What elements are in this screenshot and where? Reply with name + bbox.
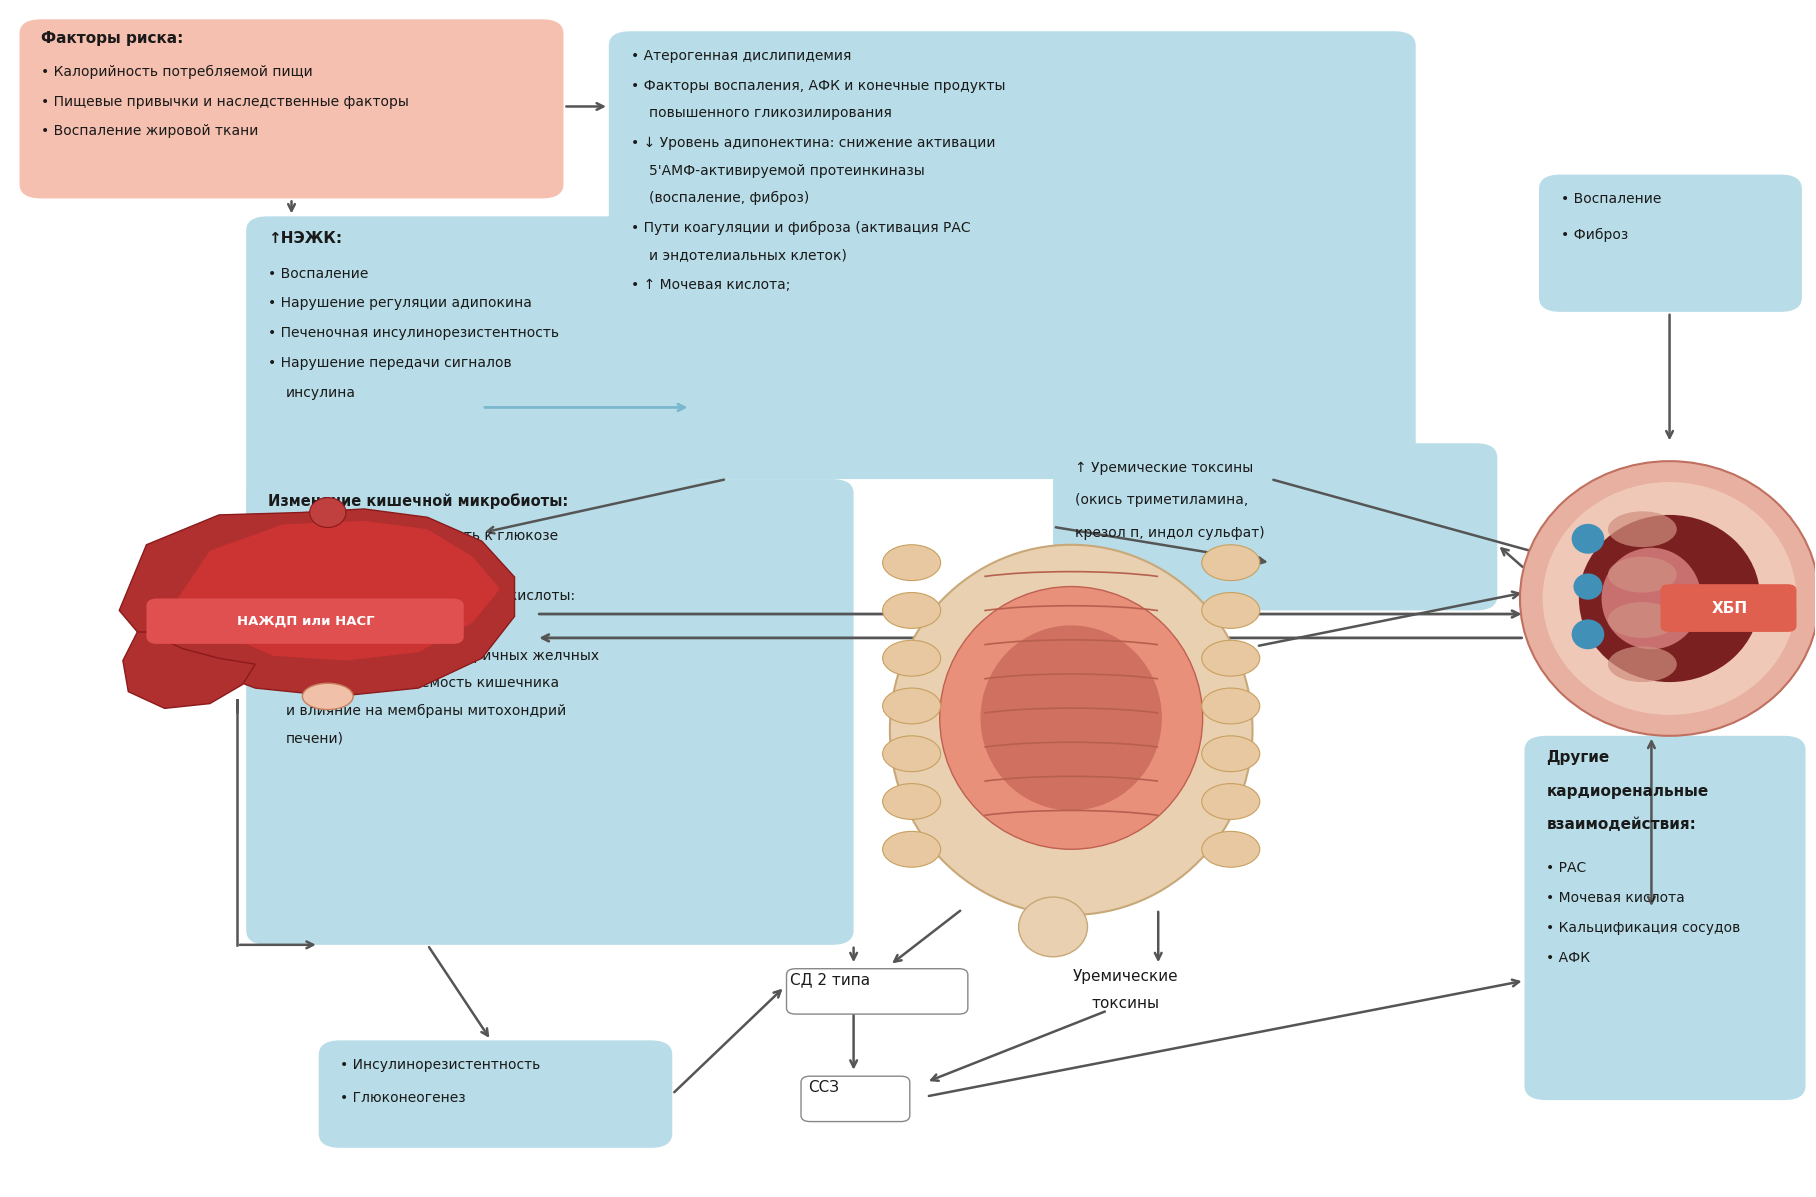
Text: и влияние на мембраны митохондрий: и влияние на мембраны митохондрий — [287, 704, 567, 718]
Ellipse shape — [1520, 461, 1816, 736]
Text: кардиоренальные: кардиоренальные — [1545, 784, 1709, 798]
Ellipse shape — [1202, 640, 1260, 676]
Text: кислот (↑проницаемость кишечника: кислот (↑проницаемость кишечника — [287, 676, 559, 691]
Ellipse shape — [939, 587, 1202, 850]
Ellipse shape — [1202, 736, 1260, 772]
Ellipse shape — [303, 683, 352, 710]
Text: • Мочевая кислота: • Мочевая кислота — [1545, 891, 1685, 905]
FancyBboxPatch shape — [1053, 443, 1498, 610]
Ellipse shape — [311, 498, 345, 528]
Ellipse shape — [1578, 515, 1760, 682]
Text: • ↓ Уровень адипонектина: снижение активации: • ↓ Уровень адипонектина: снижение актив… — [630, 136, 995, 151]
FancyBboxPatch shape — [1524, 736, 1805, 1100]
Ellipse shape — [890, 545, 1253, 915]
Text: инсулина: инсулина — [287, 385, 356, 400]
FancyBboxPatch shape — [318, 1040, 672, 1148]
Text: ↑НЭЖК:: ↑НЭЖК: — [269, 231, 341, 245]
Text: Уремические: Уремические — [1073, 968, 1179, 984]
Text: ССЗ: ССЗ — [808, 1080, 839, 1095]
FancyBboxPatch shape — [247, 479, 854, 944]
Polygon shape — [120, 509, 514, 697]
Ellipse shape — [883, 832, 941, 867]
FancyBboxPatch shape — [20, 19, 563, 199]
Text: • Воспаление: • Воспаление — [269, 267, 369, 280]
Text: • Пищевые привычки и наследственные факторы: • Пищевые привычки и наследственные факт… — [42, 95, 409, 109]
Ellipse shape — [1202, 688, 1260, 724]
Ellipse shape — [1571, 524, 1604, 554]
Text: • Нарушение передачи сигналов: • Нарушение передачи сигналов — [269, 356, 512, 370]
FancyBboxPatch shape — [147, 598, 463, 644]
Text: повышенного гликозилирования: повышенного гликозилирования — [648, 107, 892, 121]
Ellipse shape — [1607, 646, 1676, 682]
Text: печени): печени) — [287, 731, 343, 745]
Text: • Печеночная инсулинорезистентность: • Печеночная инсулинорезистентность — [269, 327, 559, 340]
Text: Факторы риска:: Факторы риска: — [42, 31, 183, 47]
Ellipse shape — [883, 736, 941, 772]
Text: • Влияние на толерантность к глюкозе: • Влияние на толерантность к глюкозе — [269, 529, 558, 543]
Text: • Продукция токсичных вторичных желчных: • Продукция токсичных вторичных желчных — [269, 649, 599, 663]
Ellipse shape — [883, 784, 941, 820]
Text: Изменение кишечной микробиоты:: Изменение кишечной микробиоты: — [269, 493, 568, 509]
Ellipse shape — [1202, 545, 1260, 581]
Text: • Калорийность потребляемой пищи: • Калорийность потребляемой пищи — [42, 65, 312, 79]
Text: токсины: токсины — [1091, 996, 1160, 1011]
Polygon shape — [123, 632, 256, 709]
Ellipse shape — [883, 688, 941, 724]
Ellipse shape — [1571, 619, 1604, 649]
Text: • Пути коагуляции и фиброза (активация РАС: • Пути коагуляции и фиброза (активация Р… — [630, 221, 970, 236]
Text: • РАС: • РАС — [1545, 861, 1587, 875]
Ellipse shape — [883, 545, 941, 581]
Text: НАЖДП или НАСГ: НАЖДП или НАСГ — [238, 615, 374, 627]
Text: ХБП: ХБП — [1711, 601, 1747, 615]
Text: • Воспаление: • Воспаление — [1560, 193, 1662, 206]
Ellipse shape — [1573, 573, 1602, 600]
Text: и эндотелиальных клеток): и эндотелиальных клеток) — [648, 249, 846, 262]
FancyBboxPatch shape — [608, 31, 1416, 479]
Ellipse shape — [1607, 557, 1676, 593]
Polygon shape — [174, 521, 499, 661]
Text: (воспаление, фиброз): (воспаление, фиброз) — [648, 192, 808, 206]
Text: 5'АМФ-активируемой протеинкиназы: 5'АМФ-активируемой протеинкиназы — [648, 164, 924, 178]
FancyBboxPatch shape — [786, 968, 968, 1014]
Text: липогенез и глюконеогенез: липогенез и глюконеогенез — [287, 616, 492, 631]
Text: СД 2 типа: СД 2 типа — [790, 972, 870, 988]
Text: • Воспаление жировой ткани: • Воспаление жировой ткани — [42, 124, 258, 139]
Ellipse shape — [1202, 593, 1260, 628]
Ellipse shape — [1607, 602, 1676, 638]
Text: • Атерогенная дислипидемия: • Атерогенная дислипидемия — [630, 49, 852, 63]
Text: • ↑ Мочевая кислота;: • ↑ Мочевая кислота; — [630, 279, 790, 292]
Ellipse shape — [1019, 897, 1088, 956]
Text: • Нарушение регуляции адипокина: • Нарушение регуляции адипокина — [269, 297, 532, 310]
Text: • Инсулинорезистентность: • Инсулинорезистентность — [340, 1058, 541, 1073]
Text: крезол п, индол сульфат): крезол п, индол сульфат) — [1075, 525, 1264, 540]
Ellipse shape — [1202, 832, 1260, 867]
Text: • ↓короткоцепочечные жирные кислоты:: • ↓короткоцепочечные жирные кислоты: — [269, 589, 576, 603]
Ellipse shape — [1607, 511, 1676, 547]
FancyBboxPatch shape — [247, 217, 690, 545]
Text: • Фиброз: • Фиброз — [1560, 229, 1627, 242]
Ellipse shape — [1602, 548, 1702, 649]
Text: • АФК: • АФК — [1545, 950, 1591, 965]
Text: • Кальцификация сосудов: • Кальцификация сосудов — [1545, 920, 1740, 935]
Ellipse shape — [1202, 784, 1260, 820]
Ellipse shape — [883, 640, 941, 676]
Ellipse shape — [1542, 482, 1796, 715]
Text: (окись триметиламина,: (окись триметиламина, — [1075, 493, 1248, 508]
Text: и воспаление: и воспаление — [287, 557, 385, 571]
FancyBboxPatch shape — [801, 1076, 910, 1122]
Text: Другие: Другие — [1545, 751, 1609, 765]
Text: • Факторы воспаления, АФК и конечные продукты: • Факторы воспаления, АФК и конечные про… — [630, 79, 1004, 93]
Text: • Глюконеогенез: • Глюконеогенез — [340, 1090, 467, 1105]
FancyBboxPatch shape — [1660, 584, 1796, 632]
Ellipse shape — [981, 625, 1162, 810]
Text: ↑ Уремические токсины: ↑ Уремические токсины — [1075, 461, 1253, 475]
Ellipse shape — [883, 593, 941, 628]
Text: взаимодействия:: взаимодействия: — [1545, 818, 1696, 832]
FancyBboxPatch shape — [1538, 175, 1801, 312]
